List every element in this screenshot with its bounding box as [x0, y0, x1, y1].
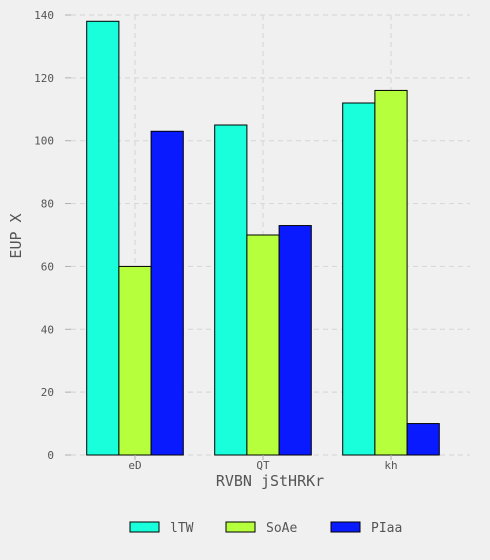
x-tick-label: QT	[256, 459, 270, 472]
y-tick-label: 40	[41, 323, 54, 336]
bar-SoAe-kh	[374, 89, 408, 456]
legend-label: SoAe	[266, 521, 297, 536]
x-tick-label: kh	[384, 459, 397, 472]
bar-PIaa-kh	[406, 423, 440, 456]
x-axis-label: RVBN jStHRKr	[216, 472, 324, 490]
y-tick-label: 0	[47, 449, 54, 462]
y-tick-label: 20	[41, 386, 54, 399]
legend: lTW SoAe PIaa	[129, 521, 402, 536]
bar-PIaa-QT	[278, 225, 312, 456]
y-tick-label: 140	[34, 9, 54, 22]
legend-swatch	[330, 521, 361, 533]
bar-SoAe-eD	[118, 265, 152, 456]
legend-label: lTW	[170, 521, 194, 536]
bars	[86, 20, 440, 456]
axes: EUP X RVBN jStHRKr 0 20 40 60 80 100 120 140 eD Q…	[7, 9, 398, 490]
legend-swatch	[225, 521, 256, 533]
y-tick-label: 60	[41, 260, 54, 273]
y-tick-label: 120	[34, 72, 54, 85]
bar-lTW-eD	[86, 20, 120, 456]
legend-label: PIaa	[371, 521, 402, 536]
bar-lTW-kh	[342, 102, 376, 456]
y-tick-label: 80	[41, 198, 54, 211]
bar-SoAe-QT	[246, 234, 280, 456]
bar-lTW-QT	[214, 124, 248, 456]
bar-PIaa-eD	[150, 130, 184, 456]
legend-item: PIaa	[330, 521, 402, 536]
legend-swatch	[129, 521, 160, 533]
y-axis-label: EUP X	[7, 213, 25, 258]
y-tick-label: 100	[34, 135, 54, 148]
legend-item: lTW	[129, 521, 194, 536]
legend-item: SoAe	[225, 521, 297, 536]
x-tick-label: eD	[128, 459, 141, 472]
